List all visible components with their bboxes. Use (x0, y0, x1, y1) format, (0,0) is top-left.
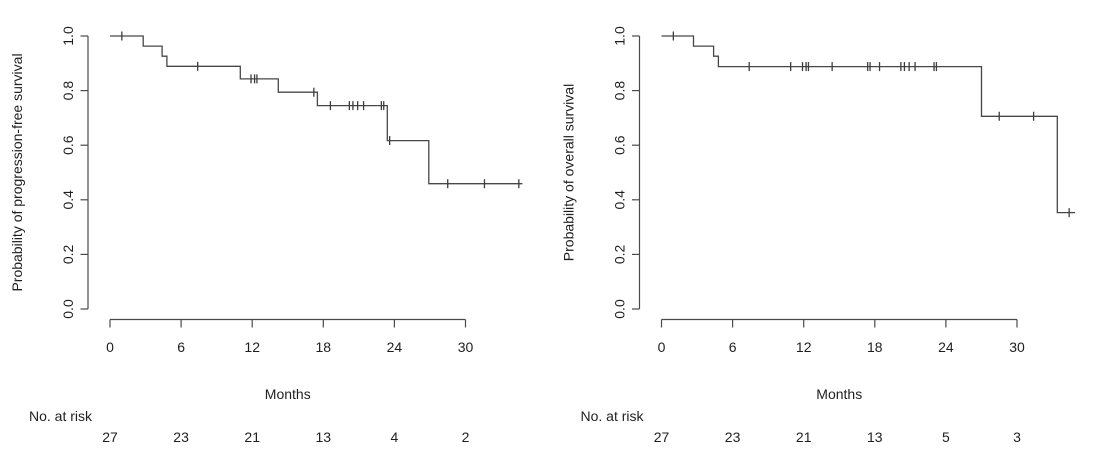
risk-count: 21 (244, 429, 260, 445)
y-axis-title: Probability of overall survival (561, 84, 577, 261)
x-tick-label: 24 (387, 339, 403, 355)
risk-count: 21 (796, 429, 812, 445)
panel-progression-free-survival: 0.0 0.2 0.4 0.6 0.8 1.0 Probability of progres… (9, 26, 523, 445)
km-step-curve (110, 35, 523, 185)
risk-count: 23 (173, 429, 189, 445)
y-tick-label: 0.8 (612, 81, 628, 101)
y-tick-label: 1.0 (60, 26, 76, 46)
x-tick-label: 24 (938, 339, 954, 355)
x-axis-title: Months (816, 386, 862, 402)
panel-overall-survival: 0.0 0.2 0.4 0.6 0.8 1.0 Probability of overall… (561, 26, 1076, 445)
risk-count: 23 (725, 429, 741, 445)
risk-count: 13 (867, 429, 883, 445)
y-tick-label: 1.0 (612, 26, 628, 46)
risk-table-label: No. at risk (29, 408, 93, 424)
y-tick-label: 0.4 (60, 190, 76, 210)
y-tick-label: 0.0 (612, 299, 628, 319)
y-tick-label: 0.8 (60, 81, 76, 101)
risk-table-label: No. at risk (581, 408, 645, 424)
x-tick-label: 0 (106, 339, 114, 355)
risk-count: 27 (654, 429, 670, 445)
y-tick-label: 0.2 (60, 244, 76, 264)
x-tick-label: 12 (244, 339, 260, 355)
y-tick-label: 0.2 (612, 244, 628, 264)
x-tick-label: 12 (796, 339, 812, 355)
risk-count: 13 (316, 429, 332, 445)
x-tick-label: 6 (729, 339, 737, 355)
y-tick-label: 0.6 (612, 135, 628, 155)
risk-count: 27 (102, 429, 118, 445)
x-tick-label: 18 (867, 339, 883, 355)
x-tick-label: 30 (458, 339, 474, 355)
risk-count: 2 (462, 429, 470, 445)
x-axis-title: Months (265, 386, 311, 402)
x-tick-label: 30 (1009, 339, 1025, 355)
x-tick-label: 0 (658, 339, 666, 355)
y-axis-title: Probability of progression-free survival (9, 53, 25, 291)
risk-count: 5 (942, 429, 950, 445)
y-tick-label: 0.4 (612, 190, 628, 210)
km-step-curve (661, 35, 1076, 214)
y-tick-label: 0.6 (60, 135, 76, 155)
risk-count: 3 (1013, 429, 1021, 445)
x-tick-label: 6 (177, 339, 185, 355)
x-tick-label: 18 (316, 339, 332, 355)
risk-count: 4 (391, 429, 399, 445)
y-tick-label: 0.0 (60, 299, 76, 319)
